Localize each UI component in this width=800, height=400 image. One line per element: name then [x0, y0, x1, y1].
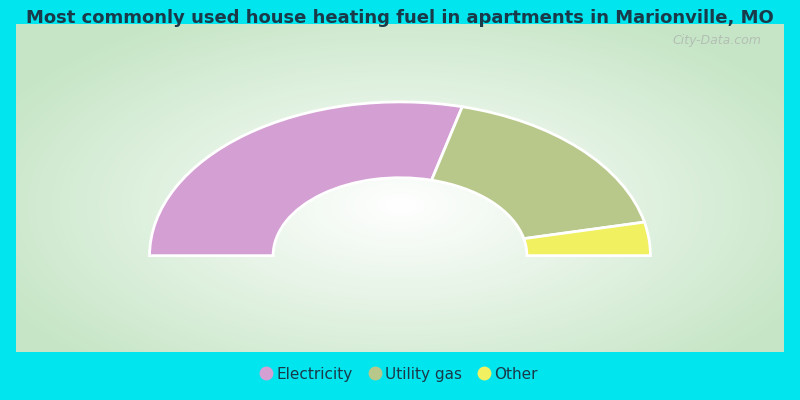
Wedge shape [150, 102, 462, 256]
Text: Most commonly used house heating fuel in apartments in Marionville, MO: Most commonly used house heating fuel in… [26, 9, 774, 27]
Legend: Electricity, Utility gas, Other: Electricity, Utility gas, Other [257, 360, 543, 388]
Wedge shape [431, 107, 645, 239]
Wedge shape [524, 222, 650, 256]
Text: City-Data.com: City-Data.com [672, 34, 761, 47]
